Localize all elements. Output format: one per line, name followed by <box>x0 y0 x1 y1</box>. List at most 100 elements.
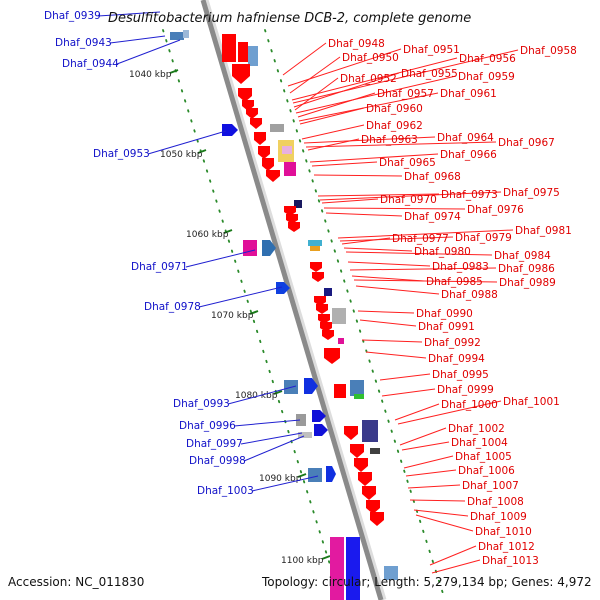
gene-label[interactable]: Dhaf_0952 <box>340 73 397 85</box>
gene-label[interactable]: Dhaf_0979 <box>455 232 512 244</box>
gene-arrow <box>312 410 326 422</box>
gene-label[interactable]: Dhaf_0986 <box>498 263 555 275</box>
leader-line <box>407 484 461 489</box>
gene-arrow <box>304 378 318 394</box>
gene-label[interactable]: Dhaf_0939 <box>44 10 101 22</box>
gene-label[interactable]: Dhaf_0988 <box>441 289 498 301</box>
gene-label[interactable]: Dhaf_0959 <box>458 71 515 83</box>
gene-label[interactable]: Dhaf_0977 <box>392 233 449 245</box>
gene-arrow <box>262 240 276 256</box>
leader-line <box>233 419 301 427</box>
gene-label[interactable]: Dhaf_1001 <box>503 396 560 408</box>
gene-label[interactable]: Dhaf_1008 <box>467 496 524 508</box>
gene-label[interactable]: Dhaf_0999 <box>437 384 494 396</box>
leader-line <box>345 251 493 256</box>
gene-label[interactable]: Dhaf_1010 <box>475 526 532 538</box>
leader-line <box>297 92 376 118</box>
gene-label[interactable]: Dhaf_0950 <box>342 52 399 64</box>
gene-label[interactable]: Dhaf_1004 <box>451 437 508 449</box>
gene-label[interactable]: Dhaf_0962 <box>366 120 423 132</box>
gene-label[interactable]: Dhaf_1007 <box>462 480 519 492</box>
gene-label[interactable]: Dhaf_0955 <box>401 68 458 80</box>
gene-arrow <box>276 282 290 294</box>
gene-label[interactable]: Dhaf_0980 <box>414 246 471 258</box>
gene-label[interactable]: Dhaf_0996 <box>179 420 236 432</box>
gene-label[interactable]: Dhaf_0989 <box>499 277 556 289</box>
gene-arrow <box>314 296 326 306</box>
leader-line <box>305 141 497 148</box>
leader-line <box>147 130 227 155</box>
gene-label[interactable]: Dhaf_0985 <box>426 276 483 288</box>
gene-arrow <box>344 426 358 440</box>
gene-label[interactable]: Dhaf_0948 <box>328 38 385 50</box>
gene-label[interactable]: Dhaf_0990 <box>416 308 473 320</box>
gene-label[interactable]: Dhaf_1005 <box>455 451 512 463</box>
gene-label[interactable]: Dhaf_0967 <box>498 137 555 149</box>
gene-label[interactable]: Dhaf_0991 <box>418 321 475 333</box>
leader-line <box>303 136 436 144</box>
gene-label[interactable]: Dhaf_0973 <box>441 189 498 201</box>
gene-block <box>310 246 320 251</box>
gene-label[interactable]: Dhaf_0943 <box>55 37 112 49</box>
gene-label[interactable]: Dhaf_0995 <box>432 369 489 381</box>
gene-label[interactable]: Dhaf_0970 <box>380 194 437 206</box>
gene-arrow <box>310 262 322 272</box>
gene-label[interactable]: Dhaf_0966 <box>440 149 497 161</box>
kbp-label: 1060 kbp <box>186 230 229 240</box>
gene-label[interactable]: Dhaf_1013 <box>482 555 539 567</box>
gene-label[interactable]: Dhaf_0956 <box>459 53 516 65</box>
gene-block <box>346 537 360 600</box>
gene-label[interactable]: Dhaf_1002 <box>448 423 505 435</box>
gene-label[interactable]: Dhaf_0951 <box>403 44 460 56</box>
gene-label[interactable]: Dhaf_1000 <box>441 399 498 411</box>
leader-line <box>365 351 427 359</box>
leader-line <box>355 285 440 295</box>
leader-line <box>109 35 166 44</box>
gene-block <box>248 46 258 66</box>
gene-arrow <box>358 472 372 486</box>
gene-arrow <box>350 444 364 458</box>
left-label-leaders <box>97 11 319 492</box>
gene-block <box>308 468 322 482</box>
kbp-label: 1090 kbp <box>259 474 302 484</box>
gene-label[interactable]: Dhaf_0976 <box>467 204 524 216</box>
gene-label[interactable]: Dhaf_0971 <box>131 261 188 273</box>
gene-label[interactable]: Dhaf_0965 <box>379 157 436 169</box>
gene-label[interactable]: Dhaf_0968 <box>404 171 461 183</box>
gene-label[interactable]: Dhaf_0997 <box>186 438 243 450</box>
gene-block <box>308 240 322 246</box>
gene-label[interactable]: Dhaf_0957 <box>377 88 434 100</box>
kbp-label: 1040 kbp <box>129 70 172 80</box>
gene-label[interactable]: Dhaf_1009 <box>470 511 527 523</box>
gene-label[interactable]: Dhaf_0964 <box>437 132 494 144</box>
gene-label[interactable]: Dhaf_0983 <box>432 261 489 273</box>
gene-label[interactable]: Dhaf_1006 <box>458 465 515 477</box>
gene-label[interactable]: Dhaf_0993 <box>173 398 230 410</box>
leader-line <box>405 469 457 477</box>
gene-arrow <box>286 214 298 224</box>
gene-label[interactable]: Dhaf_0961 <box>440 88 497 100</box>
gene-label[interactable]: Dhaf_0992 <box>424 337 481 349</box>
gene-label[interactable]: Dhaf_0974 <box>404 211 461 223</box>
leader-line <box>339 236 454 242</box>
gene-arrow <box>258 146 270 159</box>
gene-label[interactable]: Dhaf_0958 <box>520 45 577 57</box>
leader-line <box>251 475 319 492</box>
gene-label[interactable]: Dhaf_0981 <box>515 225 572 237</box>
gene-label[interactable]: Dhaf_0975 <box>503 187 560 199</box>
genes-forward <box>170 30 360 600</box>
gene-label[interactable]: Dhaf_0953 <box>93 148 150 160</box>
gene-label[interactable]: Dhaf_0963 <box>361 134 418 146</box>
gene-label[interactable]: Dhaf_0944 <box>62 58 119 70</box>
gene-arrow <box>262 158 274 171</box>
leader-line <box>409 499 466 502</box>
gene-label[interactable]: Dhaf_0994 <box>428 353 485 365</box>
gene-label[interactable]: Dhaf_0984 <box>494 250 551 262</box>
gene-label[interactable]: Dhaf_0978 <box>144 301 201 313</box>
leader-line <box>282 42 327 76</box>
gene-label[interactable]: Dhaf_1012 <box>478 541 535 553</box>
gene-label[interactable]: Dhaf_0998 <box>189 455 246 467</box>
gene-label[interactable]: Dhaf_1003 <box>197 485 254 497</box>
gene-label[interactable]: Dhaf_0960 <box>366 103 423 115</box>
